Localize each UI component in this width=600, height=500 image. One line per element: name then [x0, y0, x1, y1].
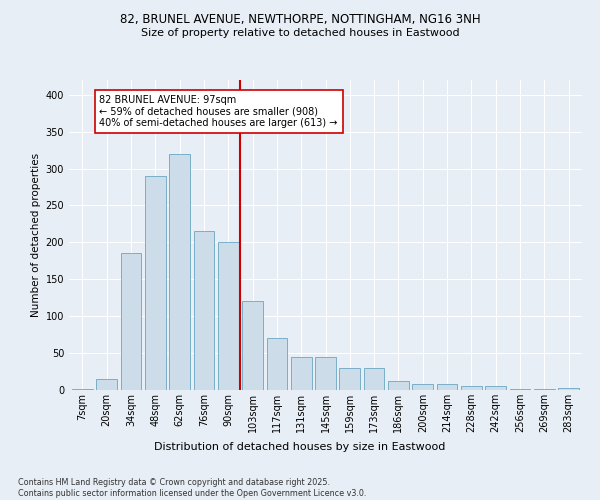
Bar	[121, 254, 142, 390]
Bar	[169, 154, 190, 390]
Bar	[291, 357, 311, 390]
Bar	[534, 388, 554, 390]
Bar	[388, 381, 409, 390]
Bar	[364, 368, 385, 390]
Bar	[72, 388, 93, 390]
Bar	[509, 388, 530, 390]
Text: Distribution of detached houses by size in Eastwood: Distribution of detached houses by size …	[154, 442, 446, 452]
Bar	[97, 379, 117, 390]
Y-axis label: Number of detached properties: Number of detached properties	[31, 153, 41, 317]
Bar	[558, 388, 579, 390]
Bar	[412, 384, 433, 390]
Bar	[437, 384, 457, 390]
Bar	[340, 368, 360, 390]
Bar	[461, 386, 482, 390]
Text: 82, BRUNEL AVENUE, NEWTHORPE, NOTTINGHAM, NG16 3NH: 82, BRUNEL AVENUE, NEWTHORPE, NOTTINGHAM…	[119, 12, 481, 26]
Bar	[218, 242, 239, 390]
Bar	[145, 176, 166, 390]
Bar	[485, 386, 506, 390]
Bar	[194, 232, 214, 390]
Text: Size of property relative to detached houses in Eastwood: Size of property relative to detached ho…	[140, 28, 460, 38]
Bar	[242, 302, 263, 390]
Text: Contains HM Land Registry data © Crown copyright and database right 2025.
Contai: Contains HM Land Registry data © Crown c…	[18, 478, 367, 498]
Bar	[266, 338, 287, 390]
Bar	[315, 357, 336, 390]
Text: 82 BRUNEL AVENUE: 97sqm
← 59% of detached houses are smaller (908)
40% of semi-d: 82 BRUNEL AVENUE: 97sqm ← 59% of detache…	[100, 95, 338, 128]
